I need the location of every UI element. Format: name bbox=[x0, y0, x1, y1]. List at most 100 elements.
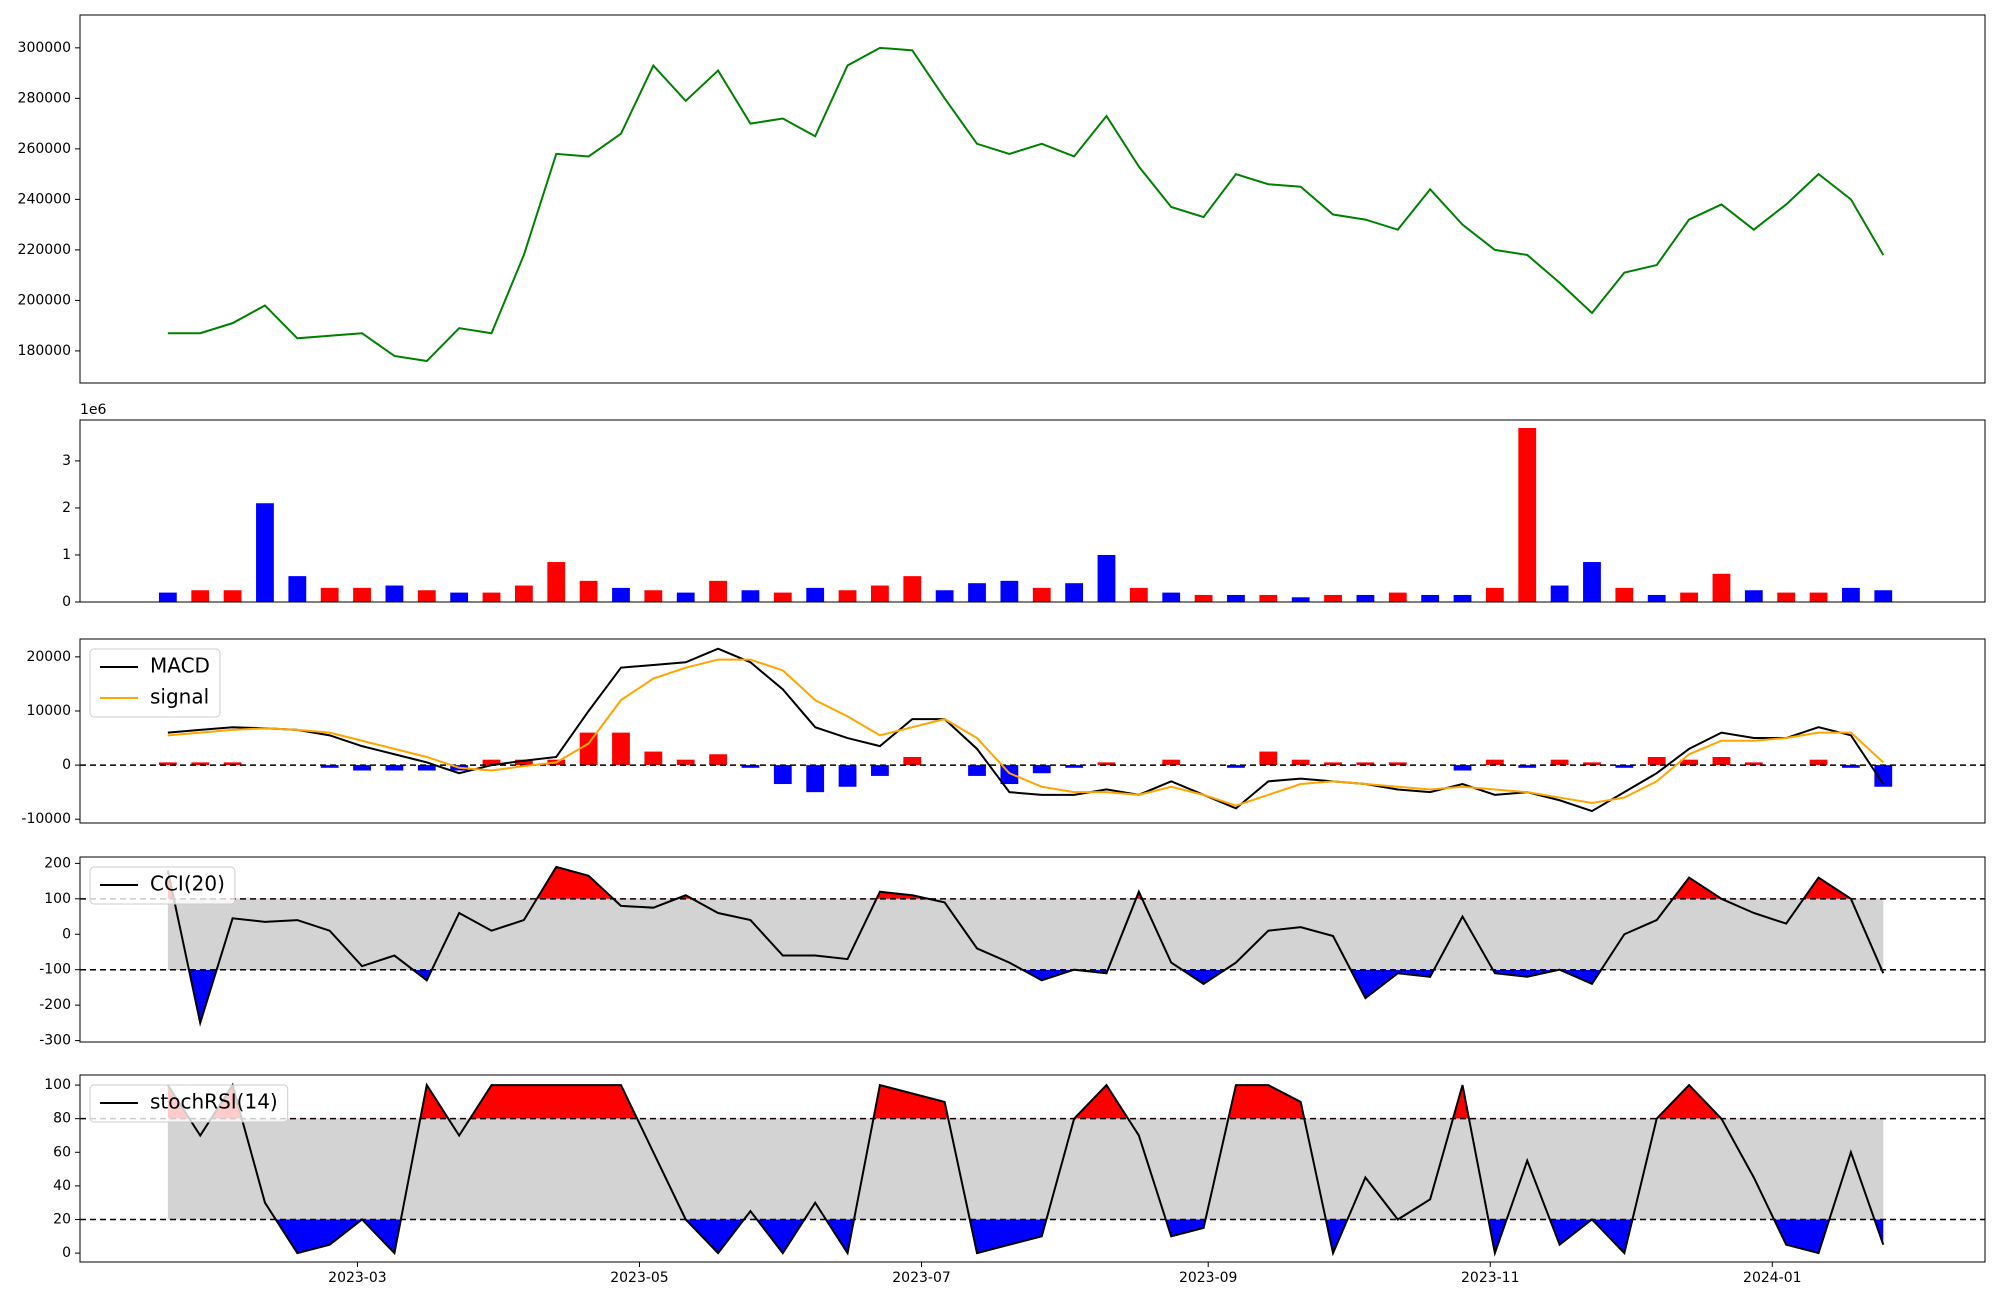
volume-bar bbox=[158, 592, 177, 602]
x-tick-label: 2023-05 bbox=[610, 1270, 669, 1286]
volume-bar bbox=[417, 590, 436, 602]
volume-bar bbox=[644, 590, 663, 602]
volume-bar bbox=[1809, 592, 1828, 602]
y-tick-label: 3 bbox=[62, 453, 71, 469]
volume-bar bbox=[741, 590, 760, 602]
plot-area bbox=[158, 427, 1893, 602]
volume-bar bbox=[1615, 587, 1634, 602]
y-tick-label: 40 bbox=[53, 1178, 71, 1194]
histogram-bar bbox=[1453, 765, 1472, 771]
volume-bar bbox=[288, 576, 307, 602]
histogram-bar bbox=[1842, 765, 1860, 768]
y-tick-label: 2 bbox=[62, 500, 71, 516]
volume-bar bbox=[676, 592, 695, 602]
x-tick-label: 2023-03 bbox=[328, 1270, 387, 1286]
histogram-bar bbox=[741, 765, 760, 768]
legend-box bbox=[89, 866, 236, 905]
series-line bbox=[167, 658, 1884, 807]
histogram-bar bbox=[1809, 759, 1828, 766]
volume-bar bbox=[1065, 583, 1084, 602]
histogram-bar bbox=[1647, 756, 1666, 766]
volume-bar bbox=[1680, 592, 1698, 602]
volume-bar bbox=[773, 592, 792, 602]
histogram-bar bbox=[1259, 751, 1278, 766]
histogram-bar bbox=[644, 751, 663, 766]
axes-frame bbox=[79, 1074, 1986, 1263]
legend: CCI(20) bbox=[89, 866, 236, 905]
panel: -300 -200 -100 0 100 200 CCI(20) bbox=[39, 855, 1986, 1049]
histogram-bar bbox=[1518, 765, 1537, 768]
legend-label: CCI(20) bbox=[150, 872, 225, 896]
histogram-bar bbox=[1162, 759, 1181, 766]
oversold-fill bbox=[275, 1219, 1884, 1254]
histogram-bar bbox=[514, 759, 533, 766]
histogram-bar bbox=[1000, 765, 1019, 785]
histogram-bar bbox=[1291, 759, 1310, 766]
overbought-fill bbox=[167, 866, 1851, 899]
y-tick-label: -200 bbox=[39, 997, 71, 1013]
series-line bbox=[167, 647, 1885, 813]
volume-bar bbox=[1032, 587, 1051, 602]
y-tick-label: 100 bbox=[44, 1077, 71, 1093]
volume-bar bbox=[450, 592, 469, 602]
histogram-bar bbox=[773, 765, 792, 785]
volume-bar bbox=[223, 590, 242, 602]
y-tick-label: 200000 bbox=[18, 292, 71, 308]
y-tick-label: 280000 bbox=[18, 90, 71, 106]
volume-bar bbox=[191, 590, 210, 602]
histogram-bar bbox=[1583, 762, 1601, 766]
legend-label: MACD bbox=[150, 654, 210, 678]
volume-bar bbox=[1162, 592, 1181, 602]
histogram-bar bbox=[353, 765, 371, 771]
histogram-bar bbox=[1874, 765, 1893, 787]
volume-bar bbox=[1874, 590, 1893, 602]
volume-bar bbox=[1000, 580, 1019, 602]
plot-area bbox=[80, 647, 1985, 813]
histogram-bar bbox=[223, 762, 242, 766]
x-tick-label: 2023-09 bbox=[1179, 1270, 1238, 1286]
histogram-bar bbox=[1324, 762, 1342, 766]
y-offset-label: 1e6 bbox=[80, 402, 107, 418]
panel: 0 20 40 60 80 100 2023-03 2023-05 2023-07 2023-09… bbox=[44, 1074, 1986, 1286]
volume-bar bbox=[1097, 554, 1116, 602]
plot-area bbox=[80, 865, 1985, 1027]
histogram-bar bbox=[482, 759, 501, 766]
y-tick-label: 10000 bbox=[26, 703, 71, 719]
legend-box bbox=[89, 1084, 289, 1123]
neutral-band bbox=[167, 1118, 1884, 1220]
histogram-bar bbox=[1356, 762, 1375, 766]
axes-frame bbox=[79, 638, 1986, 824]
y-tick-label: 60 bbox=[53, 1144, 71, 1160]
volume-bar bbox=[353, 587, 371, 602]
volume-bar bbox=[1712, 573, 1731, 602]
volume-bar bbox=[256, 503, 274, 602]
volume-bar bbox=[1259, 594, 1278, 602]
volume-bar bbox=[1777, 592, 1796, 602]
series-line bbox=[167, 1082, 1885, 1257]
histogram-bar bbox=[838, 765, 857, 787]
histogram-bar bbox=[806, 765, 825, 793]
volume-bar bbox=[871, 585, 889, 602]
histogram-bar bbox=[903, 756, 922, 766]
histogram-bar bbox=[1227, 765, 1245, 768]
volume-bar bbox=[1518, 427, 1537, 602]
histogram-bar bbox=[1615, 765, 1634, 768]
histogram-bar bbox=[1065, 765, 1084, 768]
series-line bbox=[167, 46, 1885, 363]
neutral-band bbox=[167, 898, 1884, 970]
y-tick-label: 300000 bbox=[18, 40, 71, 56]
volume-bar bbox=[385, 585, 404, 602]
histogram-bar bbox=[1550, 759, 1569, 766]
volume-bar bbox=[482, 592, 501, 602]
y-tick-label: 0 bbox=[62, 757, 71, 773]
overbought-fill bbox=[167, 1085, 1884, 1119]
volume-bar bbox=[1453, 594, 1472, 602]
legend-label: signal bbox=[150, 685, 209, 709]
volume-bar bbox=[1129, 587, 1148, 602]
volume-bar bbox=[838, 590, 857, 602]
volume-bar bbox=[514, 585, 533, 602]
x-tick-label: 2023-11 bbox=[1461, 1270, 1520, 1286]
volume-bar bbox=[547, 562, 566, 602]
